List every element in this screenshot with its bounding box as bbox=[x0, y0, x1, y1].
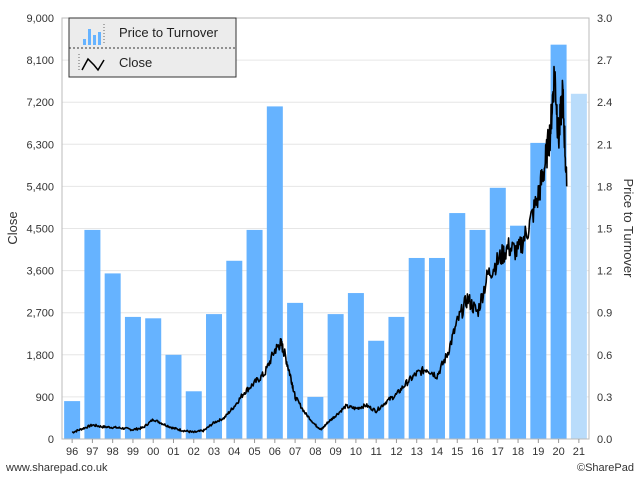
right-tick-label: 1.2 bbox=[597, 266, 612, 278]
left-tick-label: 900 bbox=[36, 392, 54, 404]
x-tick-label: 20 bbox=[552, 446, 564, 458]
bar-legend-icon bbox=[83, 24, 105, 45]
grid-lines bbox=[62, 17, 589, 440]
x-tick-label: 00 bbox=[147, 446, 159, 458]
x-tick-label: 14 bbox=[431, 446, 443, 458]
bar-01 bbox=[165, 354, 182, 439]
x-tick-label: 12 bbox=[390, 446, 402, 458]
right-tick-label: 0.3 bbox=[597, 392, 612, 404]
right-tick-label: 2.4 bbox=[597, 97, 612, 109]
legend-label-close: Close bbox=[119, 55, 152, 70]
left-tick-label: 5,400 bbox=[26, 181, 54, 193]
x-tick-label: 18 bbox=[512, 446, 524, 458]
bar-03 bbox=[206, 314, 223, 439]
bar-11 bbox=[368, 340, 385, 439]
left-tick-label: 8,100 bbox=[26, 55, 54, 67]
bar-07 bbox=[287, 302, 304, 439]
right-tick-label: 3.0 bbox=[597, 13, 612, 25]
bar-12 bbox=[388, 316, 405, 439]
x-tick-label: 04 bbox=[228, 446, 240, 458]
x-tick-label: 96 bbox=[66, 446, 78, 458]
right-tick-label: 1.8 bbox=[597, 181, 612, 193]
x-tick-label: 11 bbox=[370, 446, 381, 458]
right-axis-title: Price to Turnover bbox=[621, 179, 636, 279]
x-tick-label: 16 bbox=[471, 446, 483, 458]
left-axis-title: Close bbox=[5, 211, 20, 244]
close-line bbox=[71, 65, 568, 434]
footer-copyright: ©SharePad bbox=[577, 462, 634, 474]
bar-13 bbox=[408, 257, 425, 439]
bar-21 bbox=[570, 93, 587, 439]
x-tick-label: 98 bbox=[107, 446, 119, 458]
right-tick-label: 2.1 bbox=[597, 139, 612, 151]
x-tick-label: 19 bbox=[532, 446, 544, 458]
bar-10 bbox=[347, 293, 364, 439]
left-tick-label: 7,200 bbox=[26, 97, 54, 109]
x-tick-label: 08 bbox=[309, 446, 321, 458]
right-tick-label: 1.5 bbox=[597, 224, 612, 236]
bar-05 bbox=[246, 229, 263, 439]
bar-15 bbox=[449, 213, 466, 439]
bar-20 bbox=[550, 44, 567, 440]
bar-16 bbox=[469, 229, 486, 439]
left-tick-label: 3,600 bbox=[26, 266, 54, 278]
bar-17 bbox=[489, 187, 506, 439]
right-tick-label: 2.7 bbox=[597, 55, 612, 67]
bar-09 bbox=[327, 314, 344, 439]
right-tick-label: 0.9 bbox=[597, 308, 612, 320]
left-tick-label: 4,500 bbox=[26, 224, 54, 236]
x-tick-label: 13 bbox=[411, 446, 423, 458]
left-tick-label: 9,000 bbox=[26, 13, 54, 25]
right-tick-label: 0.6 bbox=[597, 350, 612, 362]
legend-box bbox=[68, 17, 237, 78]
bar-14 bbox=[428, 257, 445, 439]
bar-96 bbox=[64, 401, 81, 439]
x-tick-label: 06 bbox=[269, 446, 281, 458]
line-legend-icon bbox=[78, 54, 105, 72]
bar-99 bbox=[124, 316, 141, 439]
x-tick-label: 15 bbox=[451, 446, 463, 458]
bar-18 bbox=[510, 225, 527, 439]
x-tick-label: 05 bbox=[248, 446, 260, 458]
right-tick-label: 0.0 bbox=[597, 434, 612, 446]
x-tick-label: 03 bbox=[208, 446, 220, 458]
x-tick-label: 21 bbox=[573, 446, 585, 458]
legend: Price to Turnover Close bbox=[68, 17, 237, 78]
x-axis-tick-labels: 96 97 98 99 00 01 02 03 04 05 06 07 08 09 10 11 12 13 14 15… bbox=[66, 439, 585, 458]
bar-19 bbox=[530, 142, 547, 439]
bar-98 bbox=[104, 273, 121, 439]
bar-06 bbox=[266, 106, 283, 439]
x-tick-label: 97 bbox=[86, 446, 98, 458]
bar-97 bbox=[84, 229, 101, 439]
x-tick-label: 09 bbox=[330, 446, 342, 458]
legend-label-price-to-turnover: Price to Turnover bbox=[119, 25, 219, 40]
bar-00 bbox=[145, 318, 162, 439]
right-axis-tick-labels: 0.0 0.3 0.6 0.9 1.2 1.5 1.8 2.1 2.4 2.7 3.0 bbox=[597, 13, 612, 446]
left-tick-label: 1,800 bbox=[26, 350, 54, 362]
x-tick-label: 99 bbox=[127, 446, 139, 458]
x-tick-label: 02 bbox=[188, 446, 200, 458]
left-tick-label: 6,300 bbox=[26, 139, 54, 151]
bar-02 bbox=[185, 391, 202, 439]
plot-area-frame bbox=[61, 17, 590, 440]
left-tick-label: 0 bbox=[48, 434, 54, 446]
close-line-series bbox=[71, 65, 568, 434]
left-tick-label: 2,700 bbox=[26, 308, 54, 320]
x-tick-label: 17 bbox=[492, 446, 504, 458]
bar-04 bbox=[226, 260, 243, 439]
x-tick-label: 10 bbox=[350, 446, 362, 458]
x-tick-label: 07 bbox=[289, 446, 301, 458]
x-tick-label: 01 bbox=[167, 446, 179, 458]
footer-source: www.sharepad.co.uk bbox=[5, 462, 108, 474]
left-axis-tick-labels: 0 900 1,800 2,700 3,600 4,500 5,400 6,300 7,200 8… bbox=[26, 13, 54, 446]
